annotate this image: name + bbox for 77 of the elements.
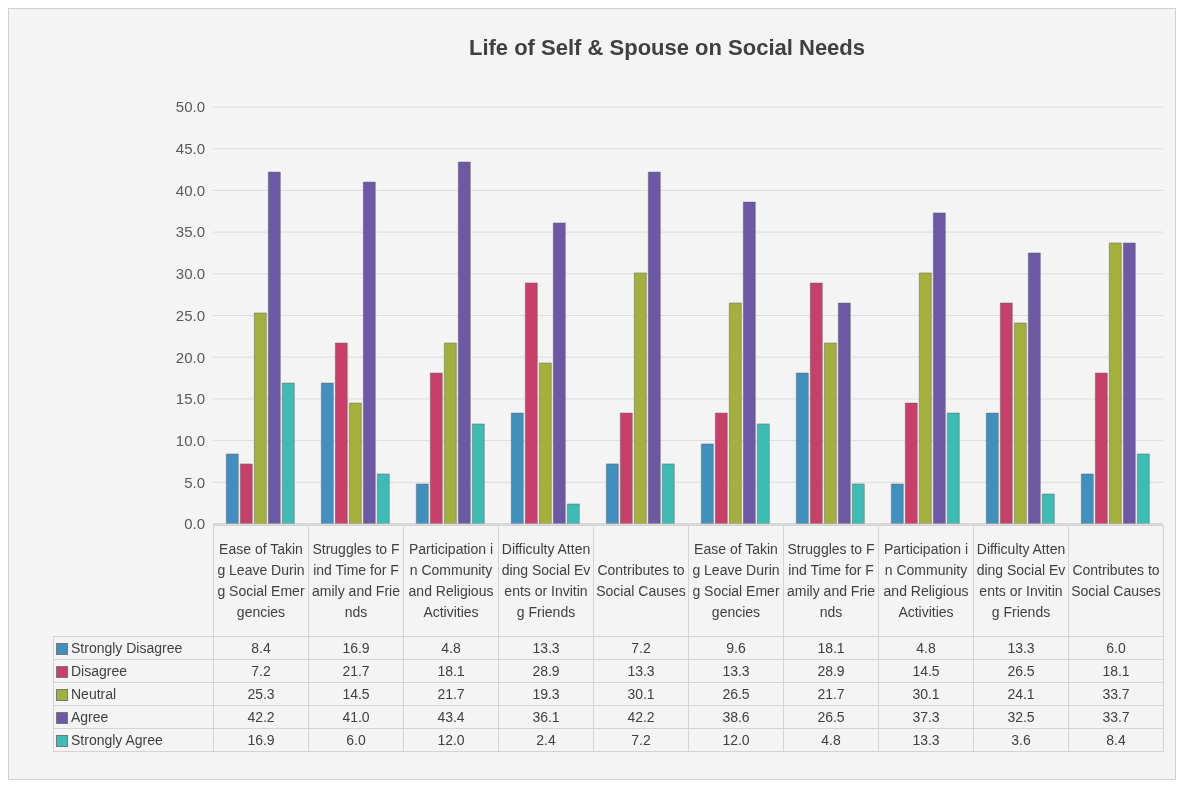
data-label: 30.1 <box>878 682 974 706</box>
legend-label: Strongly Disagree <box>53 636 214 660</box>
data-label: 18.1 <box>783 636 879 660</box>
data-label: 38.6 <box>688 705 784 729</box>
data-label: 13.3 <box>498 636 594 660</box>
x-tick-label: Difficulty Attending Social Events or Inviting Friends <box>973 525 1069 637</box>
x-tick-label: Participation in Community and Religious Activities <box>878 525 974 637</box>
y-tick-label: 40.0 <box>175 181 205 199</box>
data-label: 26.5 <box>783 705 879 729</box>
x-tick-label: Ease of Taking Leave During Social Emergencies <box>213 525 309 637</box>
y-tick-label: 0.0 <box>184 515 205 533</box>
data-label: 7.2 <box>593 728 689 752</box>
data-label: 28.9 <box>783 659 879 683</box>
data-label: 25.3 <box>213 682 309 706</box>
data-label: 8.4 <box>1068 728 1164 752</box>
data-label: 9.6 <box>688 636 784 660</box>
x-tick-label: Struggles to Find Time for Family and Friends <box>308 525 404 637</box>
chart-title: Life of Self & Spouse on Social Needs <box>467 34 867 61</box>
data-label: 7.2 <box>593 636 689 660</box>
data-label: 3.6 <box>973 728 1069 752</box>
data-label: 33.7 <box>1068 705 1164 729</box>
data-label: 26.5 <box>688 682 784 706</box>
data-label: 8.4 <box>213 636 309 660</box>
x-tick-label: Struggles to Find Time for Family and Friends <box>783 525 879 637</box>
x-tick-label: Contributes to Social Causes <box>593 525 689 637</box>
data-label: 14.5 <box>878 659 974 683</box>
data-label: 42.2 <box>593 705 689 729</box>
data-label: 21.7 <box>308 659 404 683</box>
legend-label: Agree <box>53 705 214 729</box>
data-label: 13.3 <box>688 659 784 683</box>
data-label: 2.4 <box>498 728 594 752</box>
data-label: 13.3 <box>973 636 1069 660</box>
data-label: 28.9 <box>498 659 594 683</box>
data-label: 12.0 <box>688 728 784 752</box>
data-label: 37.3 <box>878 705 974 729</box>
legend-label: Disagree <box>53 659 214 683</box>
y-tick-label: 10.0 <box>175 431 205 449</box>
data-label: 36.1 <box>498 705 594 729</box>
legend-label: Neutral <box>53 682 214 706</box>
y-tick-label: 50.0 <box>175 98 205 116</box>
data-label: 4.8 <box>878 636 974 660</box>
data-label: 41.0 <box>308 705 404 729</box>
data-label: 33.7 <box>1068 682 1164 706</box>
y-tick-label: 30.0 <box>175 265 205 283</box>
y-tick-label: 15.0 <box>175 390 205 408</box>
data-label: 6.0 <box>308 728 404 752</box>
data-label: 4.8 <box>783 728 879 752</box>
y-tick-label: 5.0 <box>184 473 205 491</box>
data-label: 30.1 <box>593 682 689 706</box>
data-label: 26.5 <box>973 659 1069 683</box>
data-label: 7.2 <box>213 659 309 683</box>
data-label: 24.1 <box>973 682 1069 706</box>
x-tick-label: Difficulty Attending Social Events or Inviting Friends <box>498 525 594 637</box>
data-label: 18.1 <box>403 659 499 683</box>
data-label: 13.3 <box>878 728 974 752</box>
y-tick-label: 35.0 <box>175 223 205 241</box>
data-label: 13.3 <box>593 659 689 683</box>
x-tick-label: Contributes to Social Causes <box>1068 525 1164 637</box>
y-tick-label: 20.0 <box>175 348 205 366</box>
data-label: 21.7 <box>783 682 879 706</box>
data-label: 42.2 <box>213 705 309 729</box>
data-label: 43.4 <box>403 705 499 729</box>
y-tick-label: 45.0 <box>175 140 205 158</box>
y-tick-label: 25.0 <box>175 306 205 324</box>
data-label: 21.7 <box>403 682 499 706</box>
data-label: 4.8 <box>403 636 499 660</box>
data-label: 32.5 <box>973 705 1069 729</box>
data-label: 6.0 <box>1068 636 1164 660</box>
data-label: 14.5 <box>308 682 404 706</box>
data-label: 19.3 <box>498 682 594 706</box>
legend-label: Strongly Agree <box>53 728 214 752</box>
x-tick-label: Ease of Taking Leave During Social Emergencies <box>688 525 784 637</box>
data-label: 18.1 <box>1068 659 1164 683</box>
data-label: 16.9 <box>213 728 309 752</box>
data-label: 12.0 <box>403 728 499 752</box>
x-tick-label: Participation in Community and Religious Activities <box>403 525 499 637</box>
data-label: 16.9 <box>308 636 404 660</box>
